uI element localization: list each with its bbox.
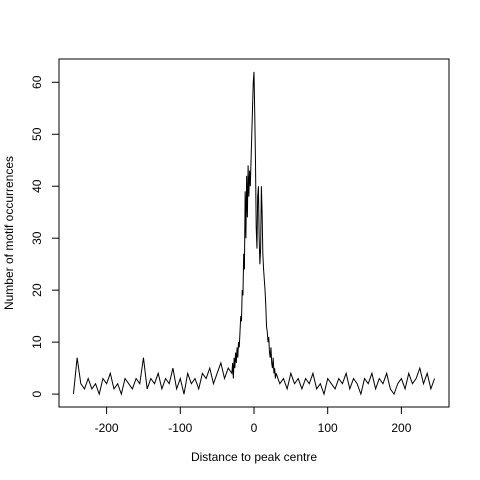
y-tick-label: 60 xyxy=(30,75,44,89)
x-tick-label: 100 xyxy=(318,421,338,435)
y-tick-label: 30 xyxy=(30,231,44,245)
y-tick-label: 10 xyxy=(30,335,44,349)
y-tick-label: 50 xyxy=(30,127,44,141)
y-tick-label: 20 xyxy=(30,283,44,297)
y-axis-label: Number of motif occurrences xyxy=(2,156,16,310)
x-tick-label: -100 xyxy=(168,421,192,435)
data-line xyxy=(72,71,436,396)
y-tick-label: 0 xyxy=(30,390,44,397)
x-tick-label: 200 xyxy=(391,421,411,435)
plot-box xyxy=(58,58,450,408)
x-axis-label: Distance to peak centre xyxy=(191,450,317,464)
x-tick-label: -200 xyxy=(95,421,119,435)
y-tick-label: 40 xyxy=(30,179,44,193)
x-tick-label: 0 xyxy=(251,421,258,435)
